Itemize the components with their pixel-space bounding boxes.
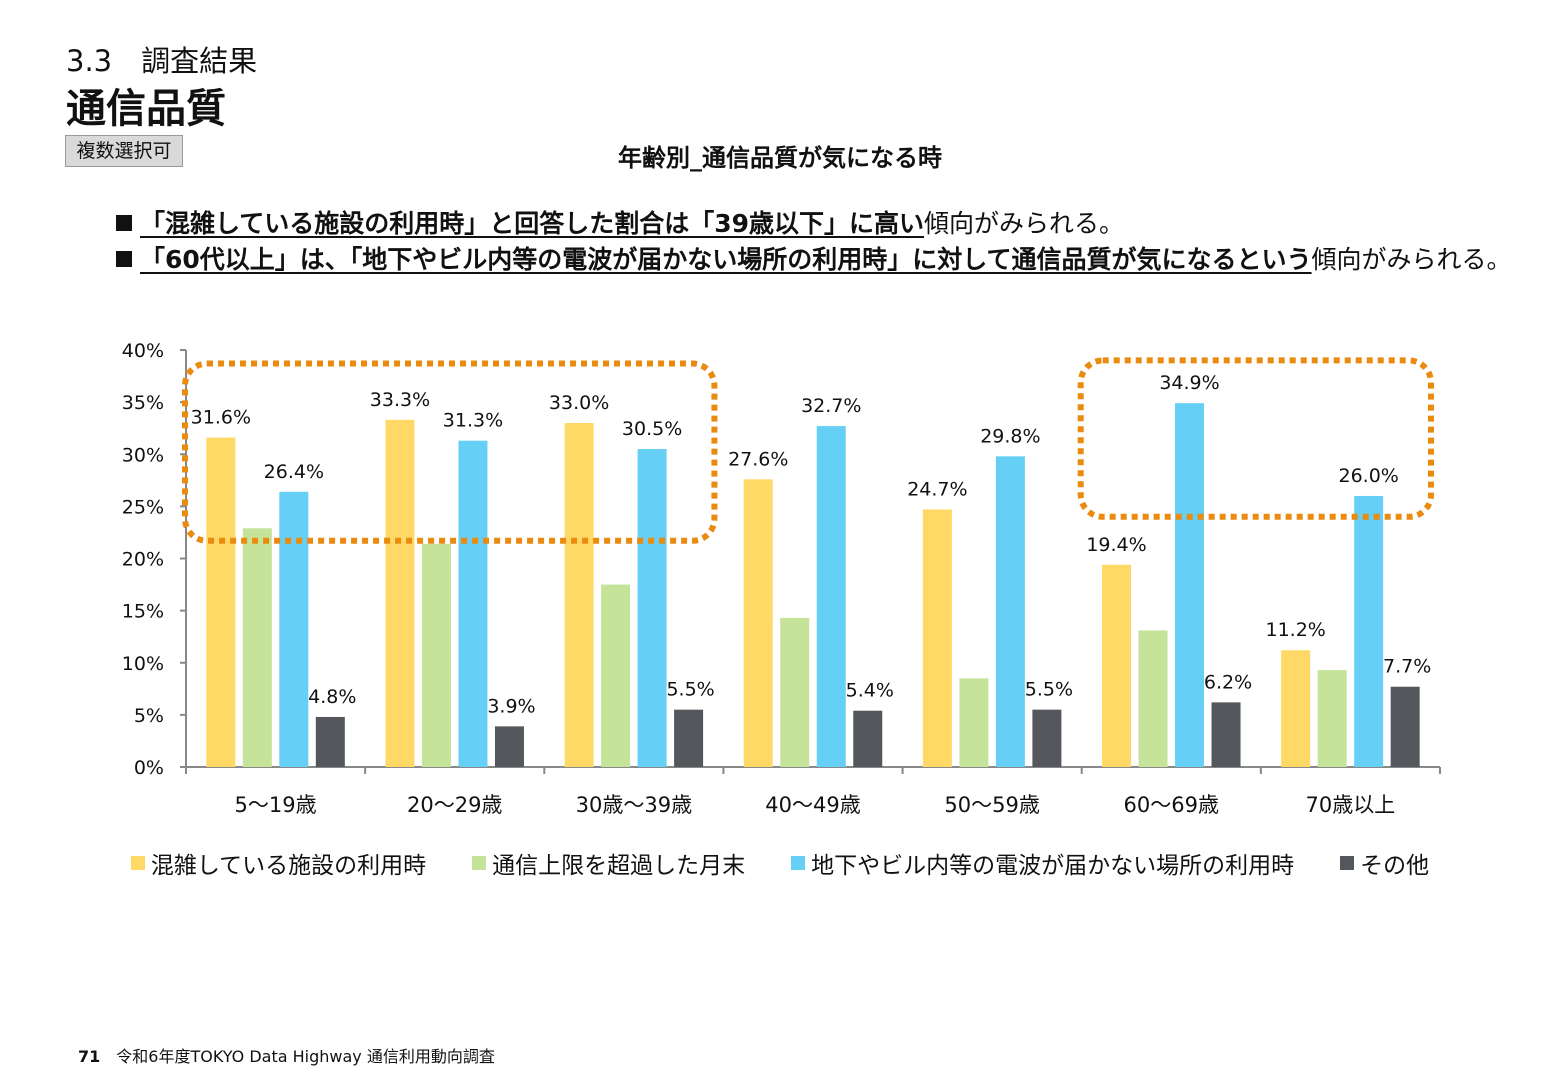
bar [959, 678, 989, 767]
bar [922, 509, 952, 767]
bar [315, 716, 345, 767]
bar [743, 479, 773, 767]
bar [242, 528, 272, 767]
y-tick-label: 30% [122, 444, 164, 466]
data-label: 27.6% [728, 448, 788, 470]
chart-legend: 混雑している施設の利用時 通信上限を超過した月末 地下やビル内等の電波が届かない場所… [0, 846, 1560, 880]
bar [816, 426, 846, 767]
data-label: 4.8% [308, 686, 356, 708]
bar [1317, 670, 1347, 767]
bar [421, 543, 451, 767]
y-tick-label: 20% [122, 549, 164, 571]
y-tick-label: 0% [134, 757, 164, 779]
legend-item: その他 [1340, 846, 1429, 880]
bar [637, 449, 667, 767]
x-tick-label: 60～69歳 [1124, 793, 1219, 817]
page-title: 通信品質 [66, 86, 226, 132]
legend-item: 地下やビル内等の電波が届かない場所の利用時 [791, 846, 1294, 880]
legend-label: 混雑している施設の利用時 [150, 853, 427, 879]
square-bullet-icon [116, 251, 132, 267]
bar [1102, 564, 1132, 767]
bar [385, 419, 415, 767]
y-tick-label: 15% [122, 601, 164, 623]
footer-text: 令和6年度TOKYO Data Highway 通信利用動向調査 [116, 1047, 495, 1066]
data-label: 26.4% [264, 461, 324, 483]
finding-1: 「混雑している施設の利用時」と回答した割合は「39歳以下」に高い傾向がみられる。 [116, 206, 1512, 242]
bar [1138, 630, 1168, 767]
x-tick-label: 5～19歳 [235, 793, 317, 817]
legend-swatch [791, 856, 806, 870]
data-label: 31.6% [191, 407, 251, 429]
legend-swatch [1340, 856, 1355, 870]
data-label: 30.5% [622, 418, 682, 440]
bar [601, 584, 631, 767]
data-label: 24.7% [907, 479, 967, 501]
bar [206, 437, 236, 767]
data-label: 26.0% [1338, 465, 1398, 487]
data-label: 29.8% [980, 425, 1040, 447]
bar [674, 709, 704, 767]
data-label: 11.2% [1265, 619, 1325, 641]
x-tick-label: 50～59歳 [944, 793, 1039, 817]
data-label: 7.7% [1383, 656, 1431, 678]
highlight-box [1077, 357, 1434, 520]
legend-item: 通信上限を超過した月末 [472, 846, 745, 880]
data-label: 33.0% [549, 392, 609, 414]
bar [853, 710, 883, 767]
y-tick-label: 10% [122, 653, 164, 675]
multiple-choice-badge: 複数選択可 [65, 135, 183, 167]
legend-label: その他 [1360, 853, 1430, 879]
y-tick-label: 25% [122, 496, 164, 518]
bar [1354, 495, 1384, 767]
finding-2-rest: 傾向がみられる。 [1311, 245, 1512, 274]
data-label: 32.7% [801, 395, 861, 417]
legend-label: 地下やビル内等の電波が届かない場所の利用時 [811, 853, 1295, 879]
data-label: 33.3% [370, 389, 430, 411]
bar [780, 617, 810, 767]
finding-2: 「60代以上」は、「地下やビル内等の電波が届かない場所の利用時」に対して通信品質… [116, 242, 1512, 278]
page-number: 71 [78, 1047, 101, 1066]
y-tick-label: 35% [122, 392, 164, 414]
highlight-box [182, 360, 718, 544]
bar [564, 422, 594, 767]
bar [1175, 403, 1205, 767]
legend-label: 通信上限を超過した月末 [492, 853, 746, 879]
bar [1390, 686, 1420, 767]
data-label: 34.9% [1159, 372, 1219, 394]
data-label: 5.4% [846, 680, 894, 702]
footer: 71 令和6年度TOKYO Data Highway 通信利用動向調査 [78, 1043, 495, 1067]
findings-list: 「混雑している施設の利用時」と回答した割合は「39歳以下」に高い傾向がみられる。… [116, 206, 1512, 278]
bar [1032, 709, 1062, 767]
x-tick-label: 70歳以上 [1306, 793, 1396, 817]
bar [279, 491, 309, 767]
chart-title: 年齢別_通信品質が気になる時 [618, 144, 942, 172]
bar [458, 440, 488, 767]
y-tick-label: 5% [134, 705, 164, 727]
bar [995, 456, 1025, 767]
data-label: 5.5% [1025, 679, 1073, 701]
square-bullet-icon [116, 215, 132, 231]
data-label: 19.4% [1086, 534, 1146, 556]
bar [494, 726, 524, 767]
x-tick-label: 40～49歳 [765, 793, 860, 817]
finding-2-highlight: 「60代以上」は、「地下やビル内等の電波が届かない場所の利用時」に対して通信品質… [140, 245, 1312, 274]
finding-1-rest: 傾向がみられる。 [924, 209, 1125, 238]
legend-item: 混雑している施設の利用時 [130, 846, 427, 880]
data-label: 5.5% [666, 679, 714, 701]
bar [1211, 702, 1241, 767]
x-tick-label: 20～29歳 [407, 793, 502, 817]
data-label: 3.9% [487, 695, 535, 717]
legend-swatch [472, 856, 487, 870]
data-label: 6.2% [1204, 671, 1252, 693]
x-tick-label: 30歳～39歳 [576, 793, 692, 817]
data-label: 31.3% [443, 410, 503, 432]
y-tick-label: 40% [122, 340, 164, 362]
bar [1281, 650, 1311, 767]
section-number: 3.3 調査結果 [66, 44, 258, 78]
finding-1-highlight: 「混雑している施設の利用時」と回答した割合は「39歳以下」に高い [140, 209, 925, 238]
legend-swatch [130, 856, 145, 870]
